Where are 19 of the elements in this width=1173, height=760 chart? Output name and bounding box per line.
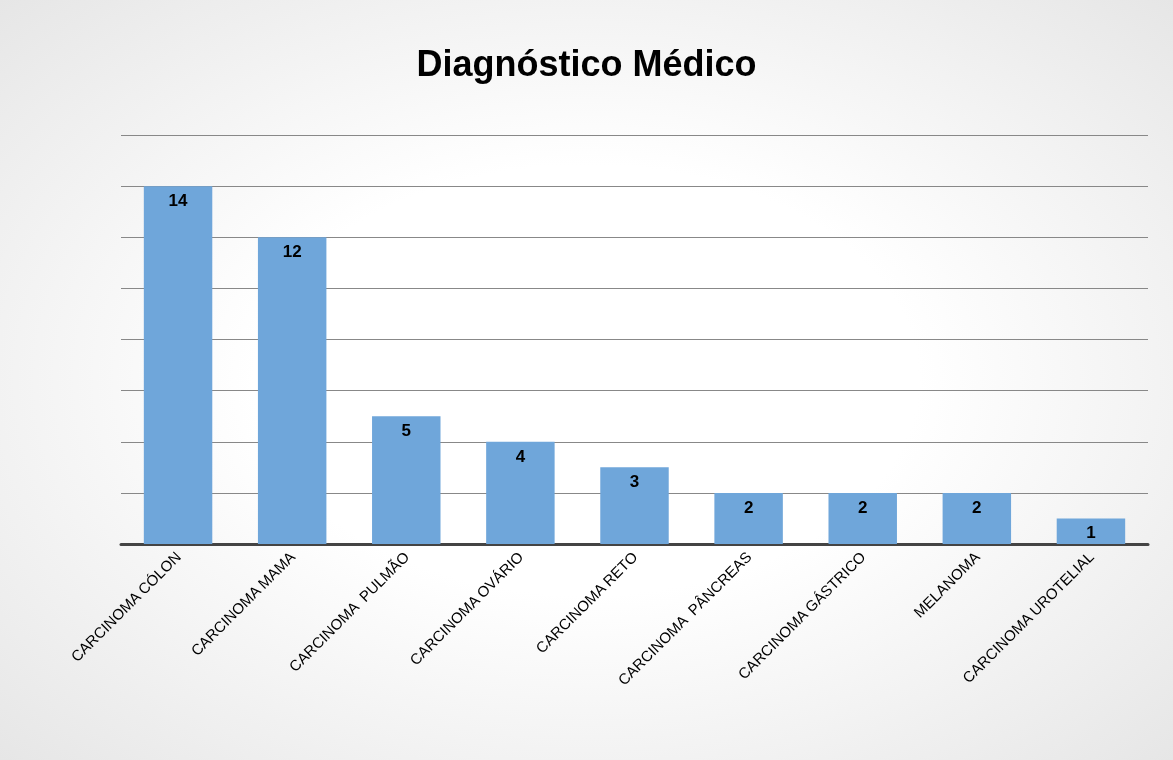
bar — [143, 186, 213, 544]
bar — [486, 441, 555, 544]
data-label: 2 — [743, 497, 754, 517]
bar — [942, 492, 1012, 544]
chart-title: Diagnóstico Médico — [416, 42, 757, 84]
data-label: 3 — [629, 472, 640, 492]
data-label: 5 — [401, 421, 412, 441]
bar — [257, 237, 327, 544]
bar — [1056, 518, 1126, 544]
bar — [828, 492, 897, 544]
data-label: 2 — [857, 497, 868, 517]
bar — [372, 416, 441, 544]
data-label: 4 — [515, 446, 526, 466]
bar — [714, 492, 783, 544]
bar — [600, 467, 669, 544]
data-label: 14 — [168, 191, 189, 211]
data-label: 12 — [282, 242, 302, 262]
data-label: 1 — [1086, 523, 1096, 543]
data-label: 2 — [972, 497, 982, 517]
